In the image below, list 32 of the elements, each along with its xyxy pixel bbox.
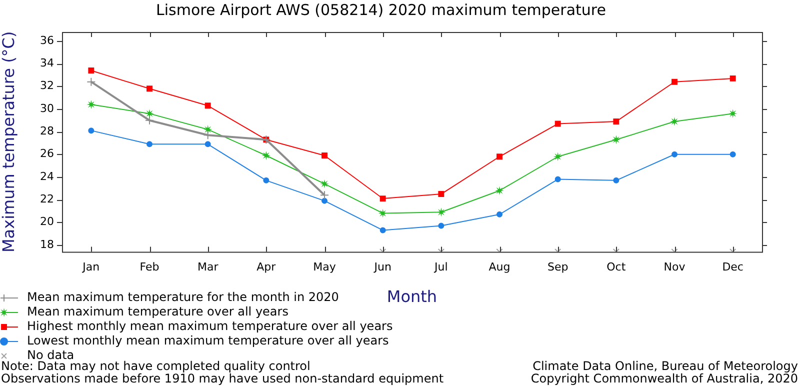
y-tick-label: 18: [40, 238, 54, 251]
x-tick-label: Sep: [547, 260, 568, 274]
y-tick-label: 28: [40, 124, 54, 138]
x-tick-label: Oct: [606, 260, 626, 274]
y-tick-label: 24: [40, 170, 54, 183]
legend-label: Lowest monthly mean maximum temperature over all years: [27, 334, 389, 348]
y-tick-label: 36: [40, 34, 54, 47]
y-tick-label: 32: [40, 79, 54, 92]
x-tick-label: Nov: [664, 260, 686, 274]
y-tick-label: 26: [40, 147, 54, 160]
x-tick-label: Jul: [434, 260, 448, 274]
chart-title: Lismore Airport AWS (058214) 2020 maximum temperature: [156, 0, 606, 19]
x-axis-title: Month: [386, 287, 438, 306]
x-tick-label: Jan: [82, 260, 100, 274]
x-tick-label: Aug: [488, 260, 510, 274]
text: Climate Data Online, Bureau of Meteorology: [532, 359, 798, 374]
y-tick-label: 22: [40, 192, 54, 206]
x-tick-label: Apr: [256, 260, 276, 274]
y-tick-label: 20: [40, 215, 54, 228]
text: Copyright Commonwealth of Australia, 2020: [530, 372, 798, 386]
legend-label: Mean maximum temperature over all years: [27, 304, 288, 319]
x-tick-label: May: [313, 260, 336, 274]
x-tick-label: Dec: [722, 260, 744, 274]
y-tick-label: 34: [40, 56, 54, 70]
legend-label: Mean maximum temperature for the month in 2020: [27, 290, 339, 304]
y-axis-title: Maximum temperature (°C): [0, 31, 18, 253]
y-tick-label: 30: [40, 102, 54, 115]
x-tick-label: Feb: [140, 260, 160, 274]
x-tick-label: Mar: [197, 260, 219, 274]
legend-label: Highest monthly mean maximum temperature over all years: [27, 319, 393, 334]
x-tick-label: Jun: [373, 260, 392, 274]
text: Observations made before 1910 may have used non-standard equipment: [1, 372, 444, 386]
